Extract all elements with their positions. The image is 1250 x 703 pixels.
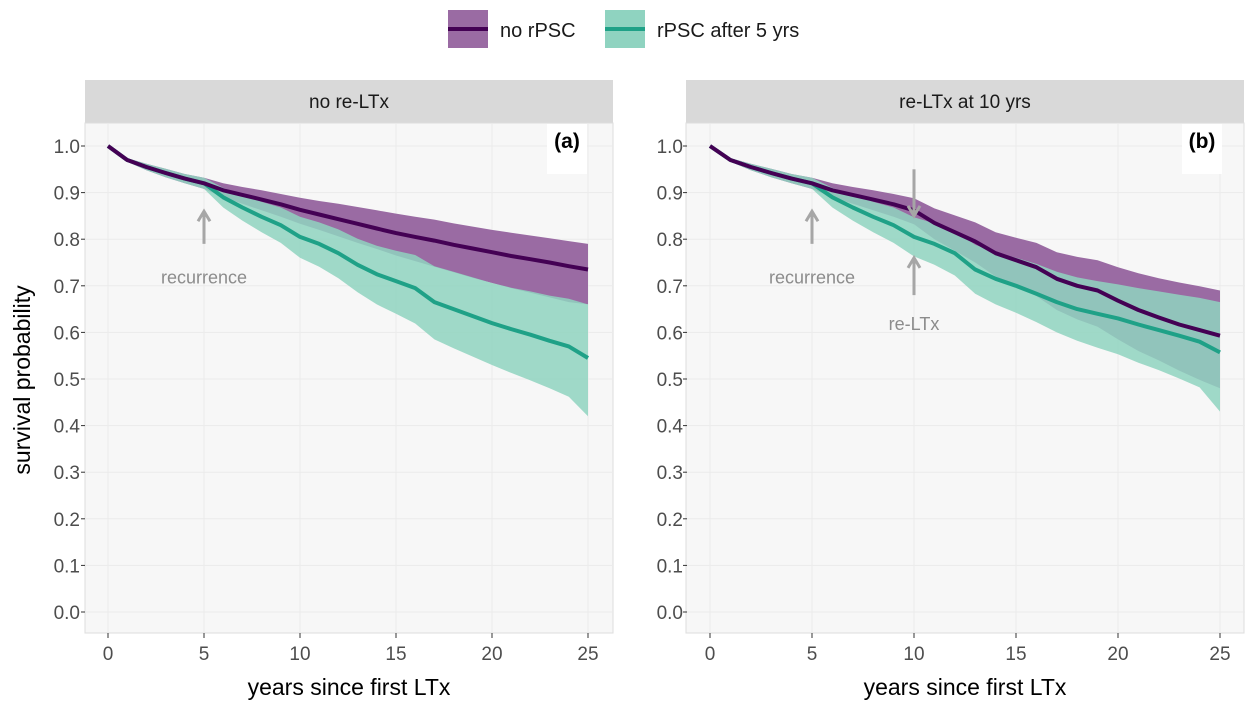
y-tick-label: 0.2 bbox=[54, 510, 80, 531]
panel-b-x-title: years since first LTx bbox=[864, 674, 1067, 700]
ribbon-rpsc bbox=[710, 146, 1220, 412]
panel-a: no re-LTx recurrence (a) 0.0 0.1 0.2 0.3 0.4… bbox=[54, 80, 614, 700]
line-no-rpsc bbox=[106, 144, 589, 272]
y-axis-title: survival probability bbox=[9, 285, 35, 475]
panel-b-x-ticks: 0 5 10 15 20 25 bbox=[705, 633, 1231, 665]
ribbon-no-rpsc bbox=[108, 146, 588, 305]
x-tick-label: 5 bbox=[807, 644, 818, 665]
panel-b-tag: (b) bbox=[1189, 130, 1216, 153]
ribbon-rpsc bbox=[108, 146, 588, 417]
y-tick-label: 0.1 bbox=[54, 556, 80, 577]
y-tick-label: 0.9 bbox=[657, 184, 683, 205]
x-tick-label: 10 bbox=[289, 644, 310, 665]
panel-a-x-title: years since first LTx bbox=[248, 674, 451, 700]
panel-a-x-ticks: 0 5 10 15 20 25 bbox=[103, 633, 599, 665]
annotation-arrow-head bbox=[906, 254, 922, 269]
x-tick-label: 20 bbox=[481, 644, 502, 665]
y-tick-label: 0.1 bbox=[657, 556, 683, 577]
panel-b-annotations: recurrence re-LTx bbox=[769, 169, 939, 334]
y-tick-label: 0.5 bbox=[657, 370, 683, 391]
panel-b-tag-bg bbox=[1182, 124, 1222, 174]
panel-b-y-ticks: 0.0 0.1 0.2 0.3 0.4 0.5 0.6 0.7 0.8 0.9 1.0 bbox=[657, 137, 687, 624]
panel-a-tag: (a) bbox=[554, 130, 580, 153]
x-tick-label: 20 bbox=[1107, 644, 1128, 665]
panel-a-annotations: recurrence bbox=[161, 208, 247, 287]
x-tick-label: 15 bbox=[1005, 644, 1026, 665]
x-tick-label: 10 bbox=[903, 644, 924, 665]
x-tick-label: 25 bbox=[1209, 644, 1230, 665]
annotation-label: recurrence bbox=[769, 267, 855, 287]
x-tick-label: 0 bbox=[705, 644, 716, 665]
y-tick-label: 1.0 bbox=[657, 137, 683, 158]
legend-label-rpsc: rPSC after 5 yrs bbox=[657, 20, 799, 42]
y-tick-label: 1.0 bbox=[54, 137, 80, 158]
panel-b-background bbox=[685, 122, 1245, 634]
line-no-rpsc bbox=[708, 144, 1221, 338]
x-tick-label: 0 bbox=[103, 644, 114, 665]
y-tick-label: 0.0 bbox=[54, 603, 80, 624]
x-tick-label: 5 bbox=[199, 644, 210, 665]
y-tick-label: 0.6 bbox=[657, 323, 683, 344]
panel-b-lines bbox=[708, 144, 1221, 355]
y-tick-label: 0.4 bbox=[54, 417, 81, 438]
y-tick-label: 0.4 bbox=[657, 417, 684, 438]
y-tick-label: 0.6 bbox=[54, 323, 80, 344]
panel-a-y-ticks: 0.0 0.1 0.2 0.3 0.4 0.5 0.6 0.7 0.8 0.9 1.0 bbox=[54, 137, 85, 624]
panel-a-ribbons bbox=[108, 146, 588, 417]
y-tick-label: 0.8 bbox=[54, 230, 80, 251]
panel-b-strip bbox=[686, 80, 1244, 123]
y-tick-label: 0.7 bbox=[54, 277, 80, 298]
annotation-arrow-head bbox=[906, 205, 922, 219]
y-tick-label: 0.2 bbox=[657, 510, 683, 531]
x-tick-label: 15 bbox=[385, 644, 406, 665]
panel-a-lines bbox=[106, 144, 590, 360]
panel-b: re-LTx at 10 yrs recurrence re-LTx (b) 0.… bbox=[657, 80, 1245, 700]
legend: no rPSC rPSC after 5 yrs bbox=[448, 10, 799, 48]
y-tick-label: 0.3 bbox=[54, 463, 80, 484]
legend-label-no-rpsc: no rPSC bbox=[500, 20, 576, 42]
annotation-arrow-head bbox=[196, 208, 212, 223]
panel-a-strip bbox=[85, 80, 613, 123]
y-tick-label: 0.7 bbox=[657, 277, 683, 298]
panel-b-strip-title: re-LTx at 10 yrs bbox=[899, 92, 1031, 113]
panel-a-strip-title: no re-LTx bbox=[309, 92, 389, 113]
y-tick-label: 0.0 bbox=[657, 603, 683, 624]
y-tick-label: 0.5 bbox=[54, 370, 80, 391]
y-tick-label: 0.3 bbox=[657, 463, 683, 484]
panel-a-tag-bg bbox=[547, 124, 587, 174]
y-tick-label: 0.9 bbox=[54, 184, 80, 205]
annotation-label: recurrence bbox=[161, 267, 247, 287]
annotation-label: re-LTx bbox=[889, 314, 940, 334]
y-tick-label: 0.8 bbox=[657, 230, 683, 251]
x-tick-label: 25 bbox=[577, 644, 598, 665]
annotation-arrow-head bbox=[804, 208, 820, 223]
